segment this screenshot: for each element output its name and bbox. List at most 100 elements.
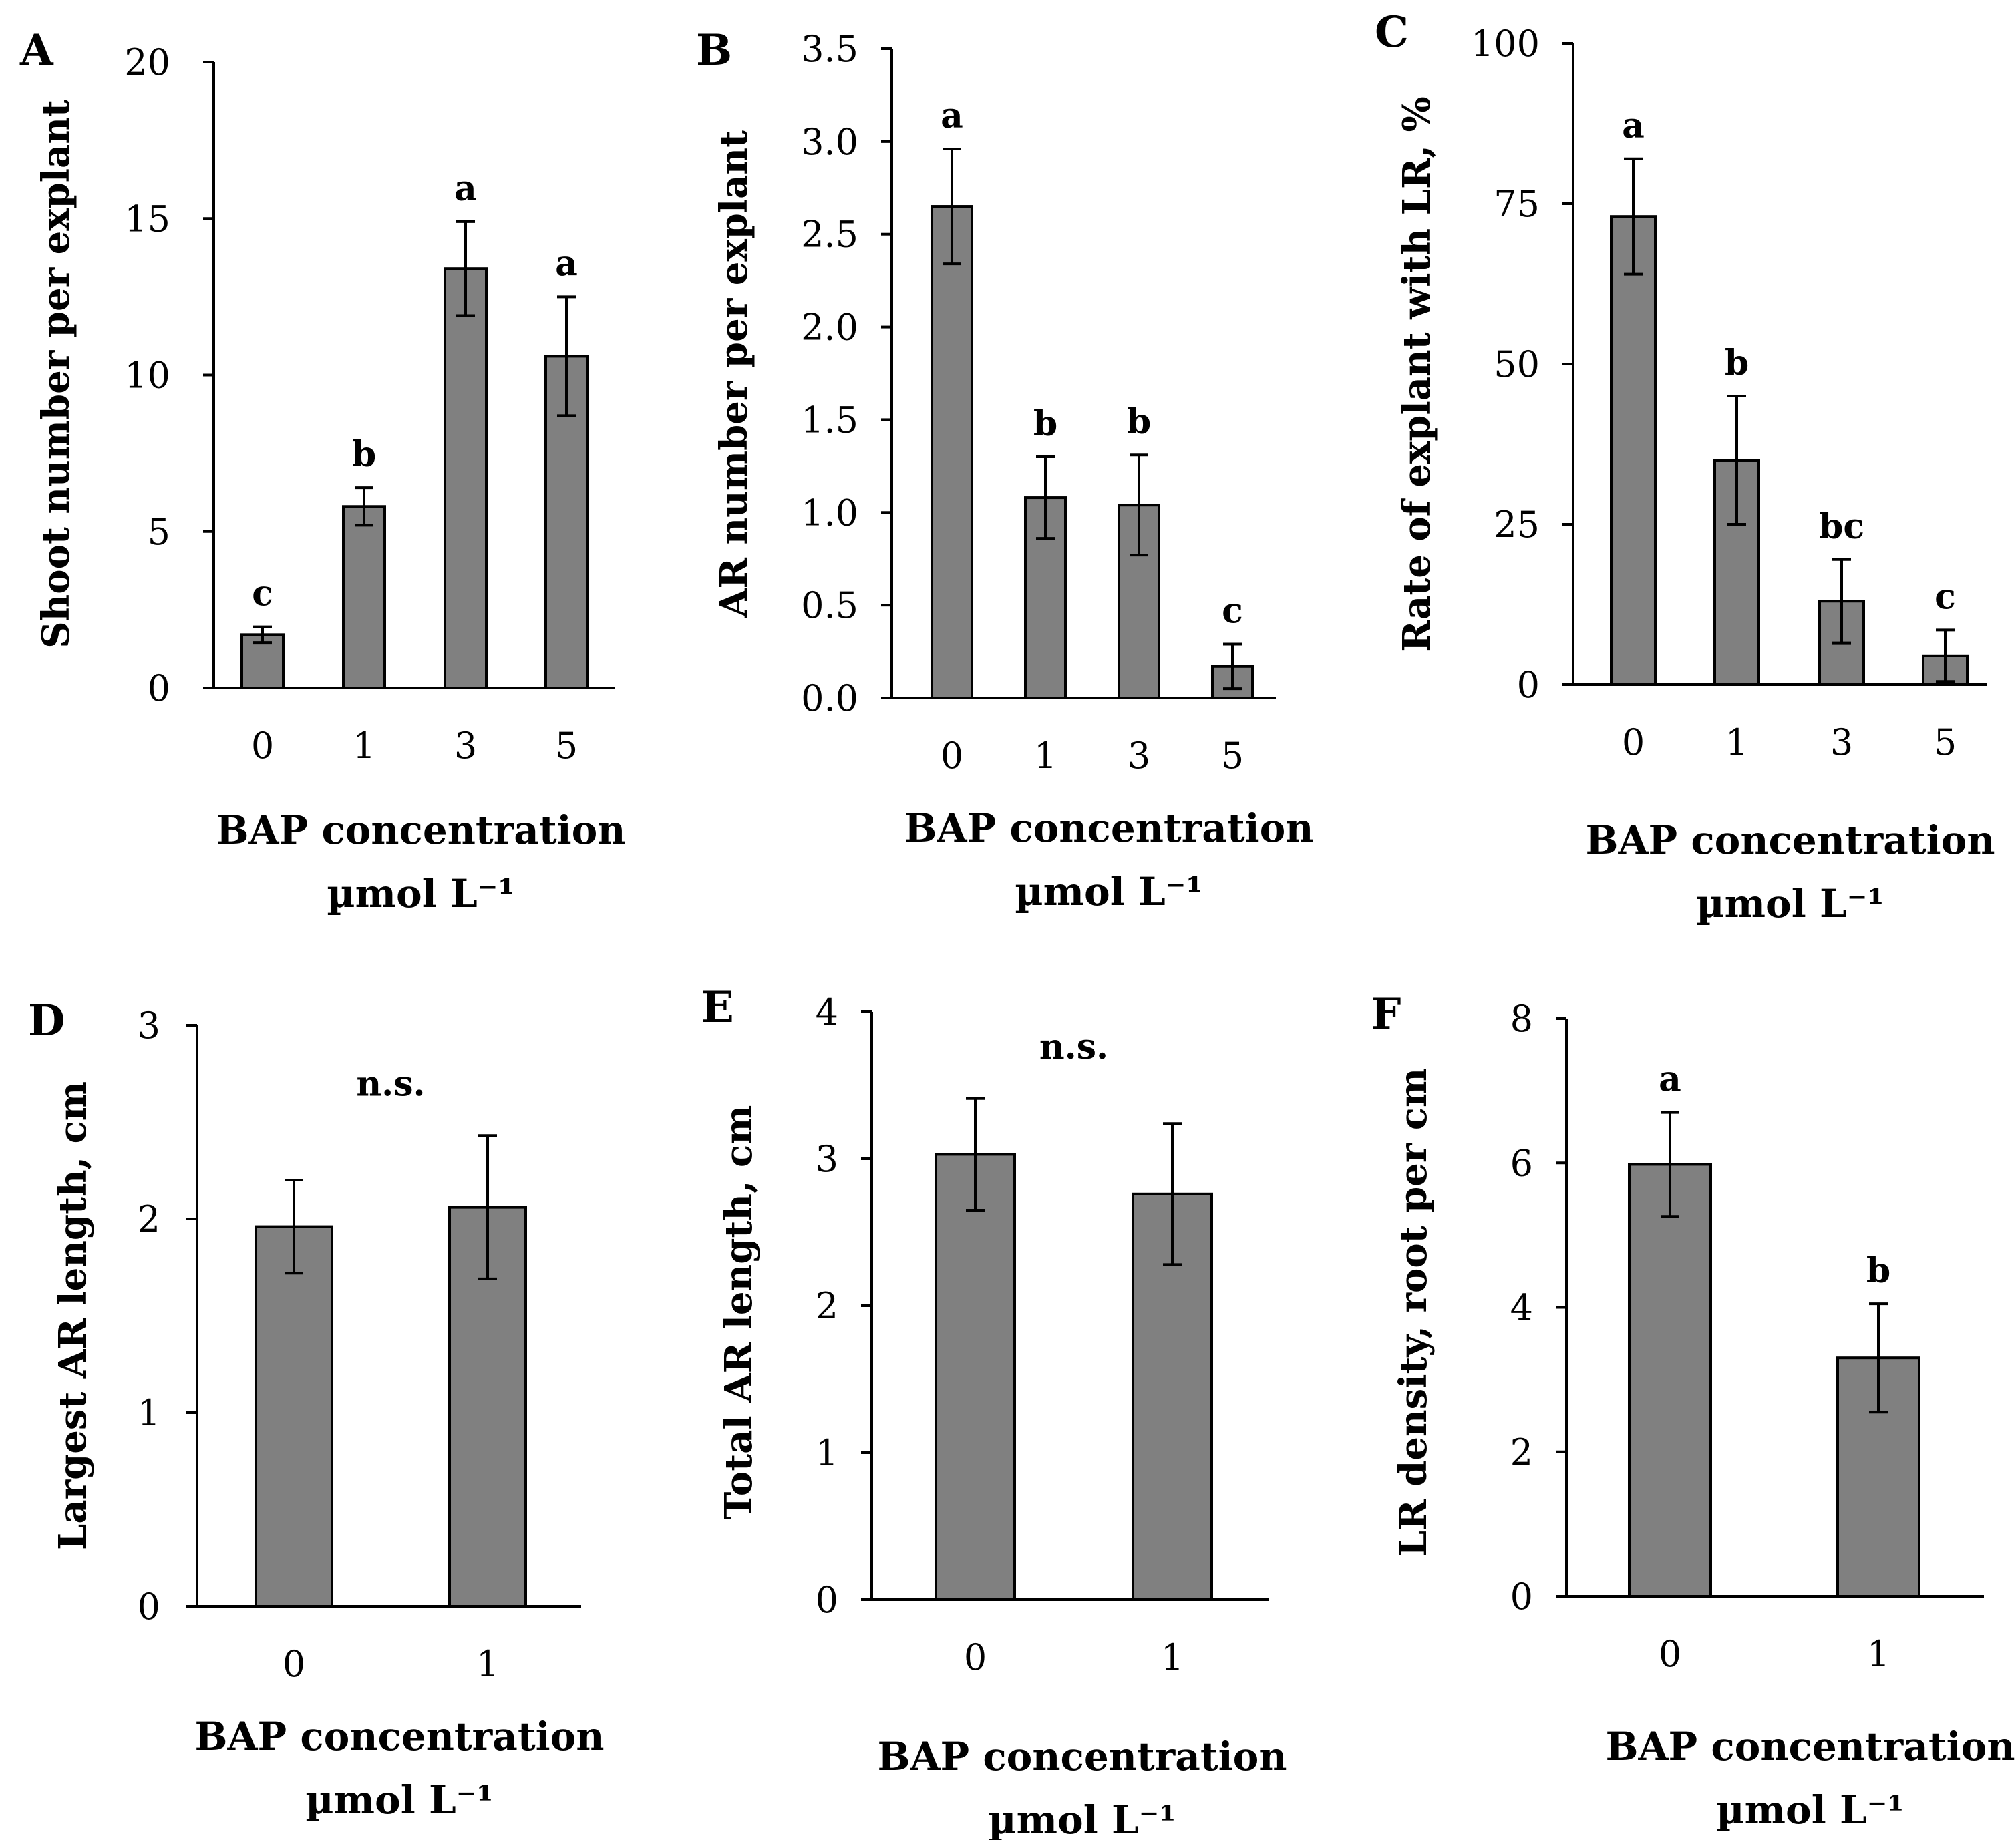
x-axis-label: BAP concentration xyxy=(1606,1724,2015,1769)
x-tick-label: 0 xyxy=(1622,721,1645,763)
x-tick-label: 3 xyxy=(1128,735,1150,777)
panel-b: B 0.0 0.5 1.0 1.5 2.0 2.5 3.0 3.5 a 0 b 1 b 3 c 5 AR numb… xyxy=(696,25,1314,914)
y-tick-label: 4 xyxy=(816,991,838,1033)
x-tick-label: 0 xyxy=(251,725,274,767)
y-tick-label: 3.0 xyxy=(801,121,858,163)
panel-c: C 0 25 50 75 100 a 0 b 1 bc 3 c 5 Rate of explant with… xyxy=(1375,7,1995,926)
bar-0 xyxy=(1610,215,1657,686)
significance-letter: a xyxy=(941,96,963,136)
y-tick-label: 4 xyxy=(1510,1287,1533,1329)
x-axis-label: BAP concentration xyxy=(904,805,1314,851)
x-axis-label: BAP concentration xyxy=(878,1734,1287,1779)
y-tick-label: 0 xyxy=(148,667,170,709)
x-axis-unit: µmol L⁻¹ xyxy=(1716,1787,1904,1833)
error-bar xyxy=(1727,395,1746,526)
x-tick-label: 0 xyxy=(941,735,963,777)
y-tick-label: 2 xyxy=(816,1285,838,1327)
x-axis-unit: µmol L⁻¹ xyxy=(988,1797,1176,1840)
y-tick-label: 15 xyxy=(124,198,170,240)
x-tick-label: 1 xyxy=(353,725,375,767)
x-tick-label: 1 xyxy=(1725,721,1748,763)
x-tick-label: 5 xyxy=(1221,735,1244,777)
y-tick-label: 2.0 xyxy=(801,307,858,349)
significance-letter: bc xyxy=(1819,506,1864,547)
error-bar xyxy=(1624,157,1643,276)
y-tick-label: 100 xyxy=(1471,23,1540,65)
y-axis-label: Rate of explant with LR, % xyxy=(1395,96,1439,652)
x-axis-unit: µmol L⁻¹ xyxy=(305,1777,494,1823)
x-axis-label: BAP concentration xyxy=(1586,817,1995,863)
y-tick-label: 3 xyxy=(138,1004,160,1047)
error-bar xyxy=(253,625,272,645)
y-tick-label: 0 xyxy=(1510,1576,1533,1618)
panel-letter: E xyxy=(701,982,734,1033)
significance-letter: a xyxy=(454,168,477,209)
y-tick-label: 0.0 xyxy=(801,677,858,719)
y-tick-label: 1.0 xyxy=(801,492,858,534)
bar-0 xyxy=(935,1153,1016,1601)
x-tick-label: 1 xyxy=(476,1643,499,1685)
error-bar xyxy=(1130,453,1148,557)
y-tick-label: 20 xyxy=(124,41,170,83)
y-axis-label: AR number per explant xyxy=(712,130,756,618)
panel-letter: F xyxy=(1371,989,1401,1039)
error-bar xyxy=(1036,455,1055,540)
error-bar xyxy=(1869,1302,1888,1414)
significance-letter: a xyxy=(1659,1059,1681,1100)
bar-0 xyxy=(1628,1163,1712,1598)
error-bar xyxy=(456,220,475,317)
y-axis-label: LR density, root per cm xyxy=(1391,1068,1436,1557)
panel-letter: D xyxy=(28,996,65,1046)
y-tick-label: 6 xyxy=(1510,1142,1533,1184)
bar-1 xyxy=(342,505,386,690)
panel-letter: C xyxy=(1375,7,1409,57)
significance-letter: b xyxy=(1866,1250,1890,1291)
x-tick-label: 0 xyxy=(1659,1633,1681,1675)
error-bar xyxy=(1163,1122,1182,1266)
x-tick-label: 1 xyxy=(1161,1636,1184,1678)
y-tick-label: 1 xyxy=(816,1432,838,1474)
error-bar xyxy=(285,1179,303,1275)
x-tick-label: 1 xyxy=(1867,1633,1890,1675)
y-tick-label: 25 xyxy=(1494,504,1540,546)
x-tick-label: 3 xyxy=(1830,721,1853,763)
significance-letter: c xyxy=(252,574,273,614)
panel-a: A 0 5 10 15 20 c 0 b 1 a 3 a 5 Shoot number per explan… xyxy=(19,25,626,916)
panel-f: F 0 2 4 6 8 a 0 b 1 LR density, root per cm BAP con… xyxy=(1371,989,2015,1833)
bar-3 xyxy=(444,267,488,689)
x-tick-label: 0 xyxy=(283,1643,305,1685)
x-tick-label: 5 xyxy=(555,725,578,767)
x-axis-label: BAP concentration xyxy=(195,1714,605,1759)
y-tick-label: 75 xyxy=(1494,183,1540,225)
y-tick-label: 0.5 xyxy=(801,584,858,626)
bar-0 xyxy=(255,1225,333,1608)
significance-letter: c xyxy=(1222,590,1243,631)
x-tick-label: 0 xyxy=(964,1636,987,1678)
y-axis-label: Shoot number per explant xyxy=(34,100,78,649)
significance-letter: a xyxy=(555,243,578,284)
significance-letter: c xyxy=(1935,576,1956,617)
ns-annotation: n.s. xyxy=(1039,1027,1108,1067)
x-axis-unit: µmol L⁻¹ xyxy=(1015,869,1203,914)
x-tick-label: 3 xyxy=(454,725,477,767)
error-bar xyxy=(1936,628,1955,683)
error-bar xyxy=(1832,558,1851,645)
error-bar xyxy=(478,1134,497,1280)
significance-letter: b xyxy=(352,434,376,475)
significance-letter: b xyxy=(1033,403,1057,444)
y-tick-label: 3 xyxy=(816,1138,838,1180)
panel-e: E 0 1 2 3 4 0 1 n.s. Total AR length, cm BAP conce… xyxy=(701,982,1287,1840)
significance-letter: b xyxy=(1725,343,1749,383)
error-bar xyxy=(966,1097,985,1212)
y-axis-label: Total AR length, cm xyxy=(717,1105,761,1520)
y-tick-label: 2.5 xyxy=(801,214,858,256)
y-tick-label: 2 xyxy=(1510,1431,1533,1473)
panel-d: D 0 1 2 3 0 1 n.s. Largest AR length, cm BAP conc… xyxy=(28,996,605,1823)
error-bar xyxy=(943,147,961,266)
y-tick-label: 3.5 xyxy=(801,28,858,70)
y-tick-label: 8 xyxy=(1510,998,1533,1040)
error-bar xyxy=(355,486,373,527)
ns-annotation: n.s. xyxy=(356,1063,425,1104)
y-tick-label: 0 xyxy=(816,1579,838,1621)
y-tick-label: 5 xyxy=(148,511,170,553)
